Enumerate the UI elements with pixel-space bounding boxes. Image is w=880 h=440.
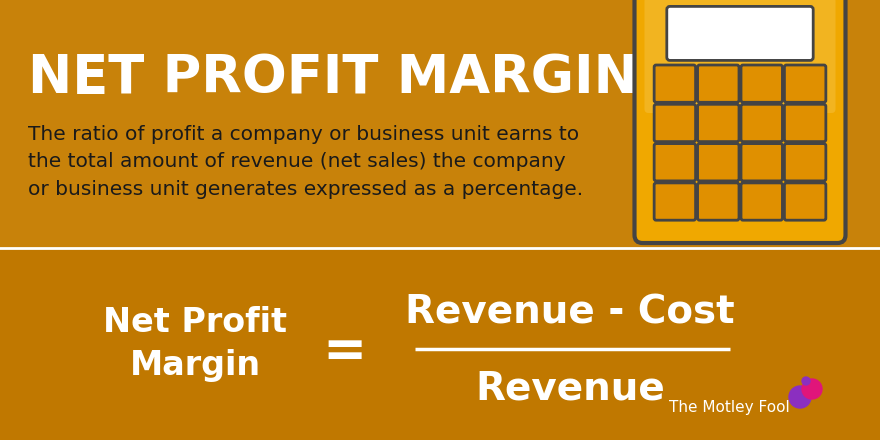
FancyBboxPatch shape [741, 143, 782, 181]
FancyBboxPatch shape [741, 65, 782, 103]
FancyBboxPatch shape [667, 7, 813, 60]
Text: The Motley Fool: The Motley Fool [670, 400, 790, 415]
FancyBboxPatch shape [654, 104, 695, 142]
Circle shape [802, 379, 822, 399]
FancyBboxPatch shape [741, 183, 782, 220]
FancyBboxPatch shape [784, 65, 825, 103]
FancyBboxPatch shape [644, 0, 835, 113]
Text: =: = [323, 326, 367, 378]
Text: NET PROFIT MARGIN: NET PROFIT MARGIN [28, 52, 638, 104]
FancyBboxPatch shape [698, 143, 739, 181]
Text: Revenue: Revenue [475, 369, 665, 407]
FancyBboxPatch shape [784, 183, 825, 220]
FancyBboxPatch shape [698, 104, 739, 142]
Circle shape [789, 386, 811, 408]
FancyBboxPatch shape [654, 65, 695, 103]
Text: Revenue - Cost: Revenue - Cost [405, 293, 735, 331]
FancyBboxPatch shape [698, 183, 739, 220]
Bar [0, 248, 880, 440]
FancyBboxPatch shape [654, 183, 695, 220]
FancyBboxPatch shape [634, 0, 846, 243]
Bar [0, 0, 880, 248]
FancyBboxPatch shape [741, 104, 782, 142]
Text: Net Profit
Margin: Net Profit Margin [103, 306, 287, 382]
Circle shape [802, 377, 810, 385]
FancyBboxPatch shape [784, 143, 825, 181]
Text: The ratio of profit a company or business unit earns to
the total amount of reve: The ratio of profit a company or busines… [28, 125, 583, 198]
FancyBboxPatch shape [784, 104, 825, 142]
FancyBboxPatch shape [698, 65, 739, 103]
FancyBboxPatch shape [654, 143, 695, 181]
